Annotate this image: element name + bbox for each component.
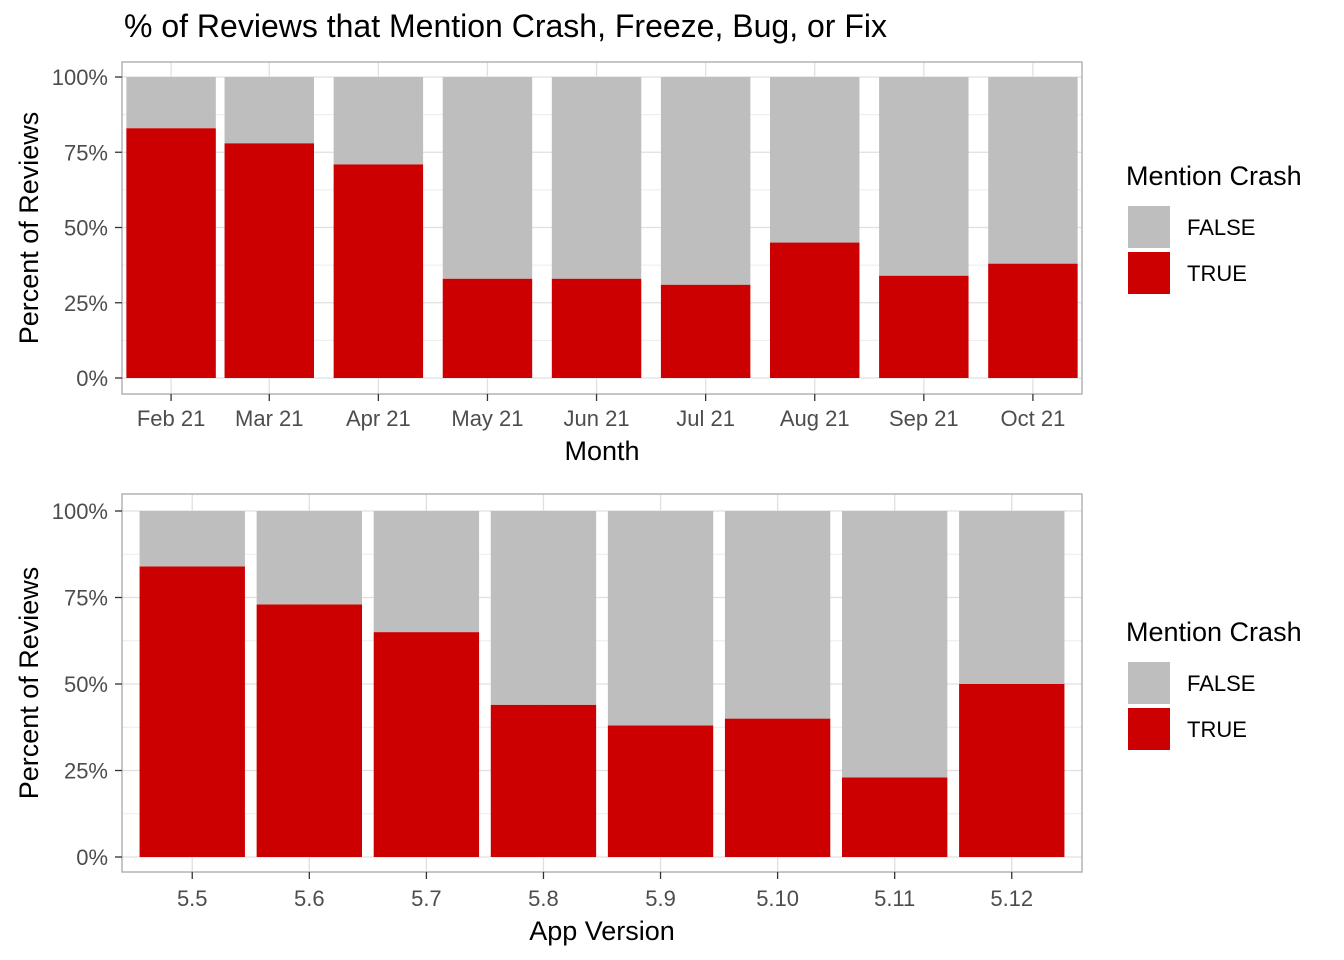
- x-tick-label: Mar 21: [235, 406, 303, 431]
- bar-true-3: [333, 164, 424, 378]
- legend-title: Mention Crash: [1126, 161, 1302, 191]
- y-tick-label: 25%: [64, 759, 108, 784]
- bar-false-2: [256, 511, 362, 605]
- x-tick-label: 5.7: [411, 886, 442, 911]
- y-tick-label: 25%: [64, 291, 108, 316]
- bar-true-5: [551, 278, 642, 378]
- bar-true-4: [442, 278, 533, 378]
- x-tick-label: 5.10: [756, 886, 799, 911]
- x-tick-label: 5.5: [177, 886, 208, 911]
- x-tick-label: Sep 21: [889, 406, 959, 431]
- chart-panel-2: 0% 25% 50% 75% 100% 5.5 5.6 5.7 5.8 5.9 5.10 5.11 5.…: [14, 493, 1302, 946]
- bar-true-2: [256, 604, 362, 857]
- panel-border: [121, 493, 1083, 873]
- y-axis-title: Percent of Reviews: [14, 112, 44, 345]
- bar-false-8: [959, 511, 1065, 684]
- legend: Mention Crash FALSE TRUE: [1126, 161, 1302, 294]
- y-tick-label: 100%: [52, 499, 108, 524]
- legend-title: Mention Crash: [1126, 617, 1302, 647]
- bar-false-4: [490, 511, 597, 705]
- bar-true-3: [373, 632, 480, 857]
- x-tick-label: Apr 21: [346, 406, 411, 431]
- bar-true-7: [770, 242, 860, 378]
- legend-key-false: [1128, 662, 1170, 704]
- bar-false-6: [724, 511, 831, 719]
- y-tick-label: 75%: [64, 140, 108, 165]
- bar-false-9: [988, 77, 1078, 264]
- bar-false-6: [660, 77, 751, 285]
- y-tick-label: 50%: [64, 216, 108, 241]
- bar-true-1: [139, 566, 245, 857]
- bar-true-1: [126, 128, 216, 378]
- y-tick-label: 0%: [76, 845, 108, 870]
- bar-false-7: [770, 77, 860, 243]
- x-tick-label: 5.9: [645, 886, 676, 911]
- x-axis-title: App Version: [529, 916, 675, 946]
- bar-false-5: [607, 511, 714, 726]
- bar-true-6: [660, 284, 751, 378]
- x-tick-label: Jun 21: [564, 406, 630, 431]
- bar-false-7: [842, 511, 948, 778]
- x-tick-label: Aug 21: [780, 406, 850, 431]
- bar-false-1: [126, 77, 216, 129]
- legend-key-false: [1128, 206, 1170, 248]
- bar-true-8: [879, 275, 969, 378]
- chart-panel-1: 0% 25% 50% 75% 100% Feb 21 Mar 21 Apr 21 May 21 J…: [14, 61, 1302, 466]
- bar-true-2: [224, 143, 314, 378]
- y-tick-label: 50%: [64, 672, 108, 697]
- legend: Mention Crash FALSE TRUE: [1126, 617, 1302, 750]
- bar-false-1: [139, 511, 245, 567]
- bar-false-3: [333, 77, 424, 165]
- bar-false-4: [442, 77, 533, 279]
- bar-false-5: [551, 77, 642, 279]
- bar-true-7: [842, 777, 948, 857]
- bar-true-4: [490, 704, 597, 857]
- x-tick-label: Jul 21: [676, 406, 735, 431]
- bar-true-6: [724, 718, 831, 857]
- legend-key-true: [1128, 252, 1170, 294]
- x-tick-label: 5.8: [528, 886, 559, 911]
- bar-true-9: [988, 263, 1078, 378]
- legend-label-false: FALSE: [1187, 671, 1255, 696]
- x-tick-label: May 21: [451, 406, 523, 431]
- legend-key-true: [1128, 708, 1170, 750]
- x-tick-label: 5.12: [990, 886, 1033, 911]
- legend-label-false: FALSE: [1187, 215, 1255, 240]
- x-tick-label: 5.11: [874, 886, 915, 911]
- bar-true-8: [959, 684, 1065, 857]
- legend-label-true: TRUE: [1187, 261, 1247, 286]
- bar-false-8: [879, 77, 969, 276]
- bar-true-5: [607, 725, 714, 857]
- y-tick-label: 75%: [64, 586, 108, 611]
- chart-title: % of Reviews that Mention Crash, Freeze,…: [124, 8, 887, 44]
- x-tick-label: 5.6: [294, 886, 325, 911]
- y-axis-title: Percent of Reviews: [14, 567, 44, 800]
- x-tick-label: Feb 21: [137, 406, 206, 431]
- legend-label-true: TRUE: [1187, 717, 1247, 742]
- y-tick-label: 0%: [76, 366, 108, 391]
- x-axis-title: Month: [564, 436, 639, 466]
- y-tick-label: 100%: [52, 65, 108, 90]
- x-tick-label: Oct 21: [1001, 406, 1066, 431]
- bar-false-3: [373, 511, 480, 633]
- bar-false-2: [224, 77, 314, 144]
